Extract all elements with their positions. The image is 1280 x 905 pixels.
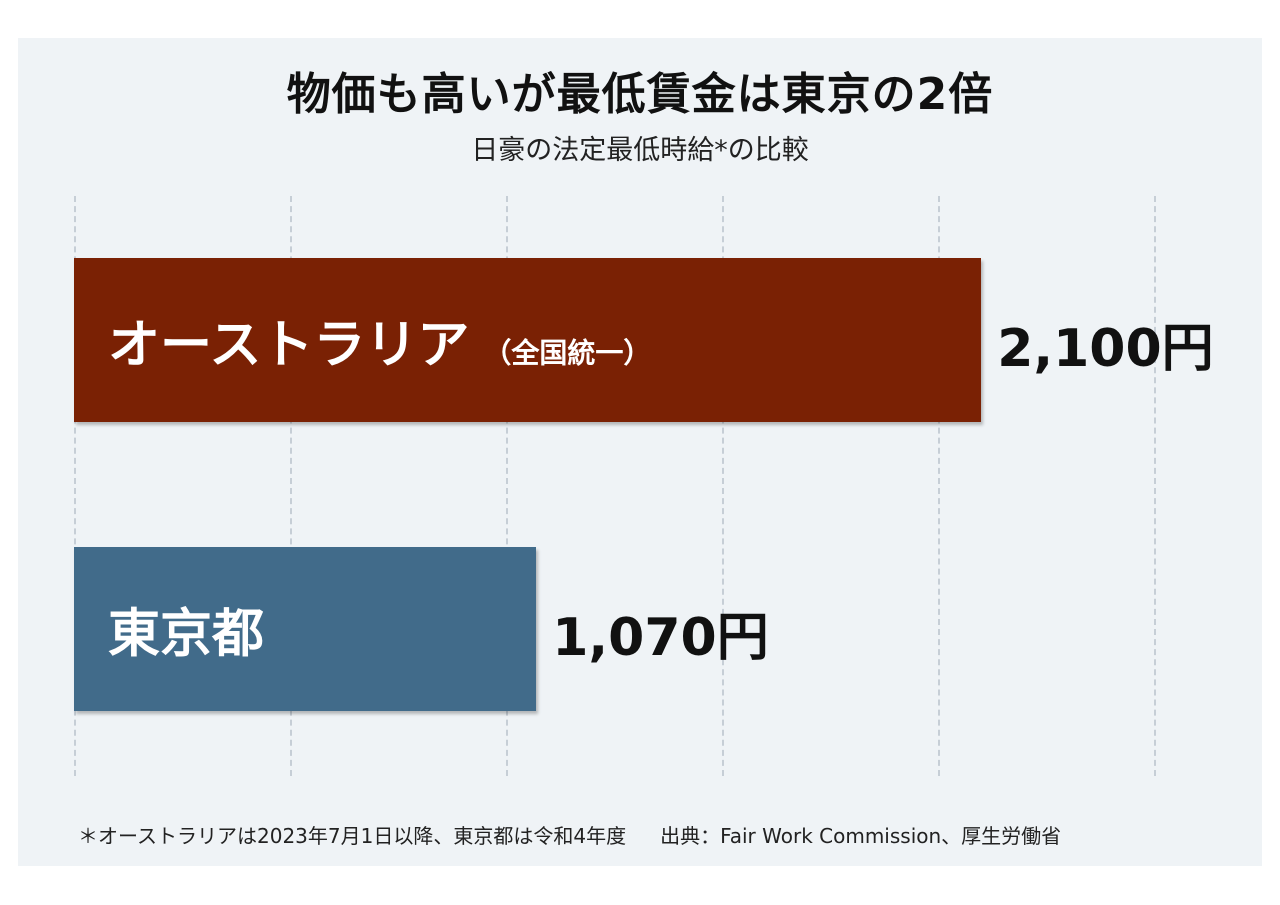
footnote-source: 出典：Fair Work Commission、厚生労働省: [660, 824, 1062, 848]
gridline: [290, 196, 292, 776]
chart-title: 物価も高いが最低賃金は東京の2倍: [286, 69, 994, 120]
gridline: [938, 196, 940, 776]
footnote: ＊オーストラリアは2023年7月1日以降、東京都は令和4年度 出典：Fair Wo…: [78, 820, 1061, 849]
bar-australia: オーストラリア （全国統一）: [74, 258, 982, 422]
category-label-tokyo: 東京都: [108, 604, 265, 665]
bar-label-tokyo: 東京都: [108, 592, 264, 667]
gridline: [74, 196, 76, 776]
gridline: [722, 196, 724, 776]
gridline: [506, 196, 508, 776]
footnote-note: ＊オーストラリアは2023年7月1日以降、東京都は令和4年度: [78, 824, 627, 848]
value-label-tokyo: 1,070円: [552, 608, 769, 668]
chart-panel: [18, 38, 1262, 866]
value-label-australia: 2,100円: [997, 319, 1214, 379]
category-note-australia: （全国統一）: [483, 336, 652, 370]
chart-subtitle: 日豪の法定最低時給*の比較: [471, 135, 809, 166]
category-label-australia: オーストラリア: [108, 315, 470, 376]
gridline: [1154, 196, 1156, 776]
bar-label-australia: オーストラリア （全国統一）: [108, 303, 651, 378]
bar-tokyo: 東京都: [74, 547, 537, 711]
